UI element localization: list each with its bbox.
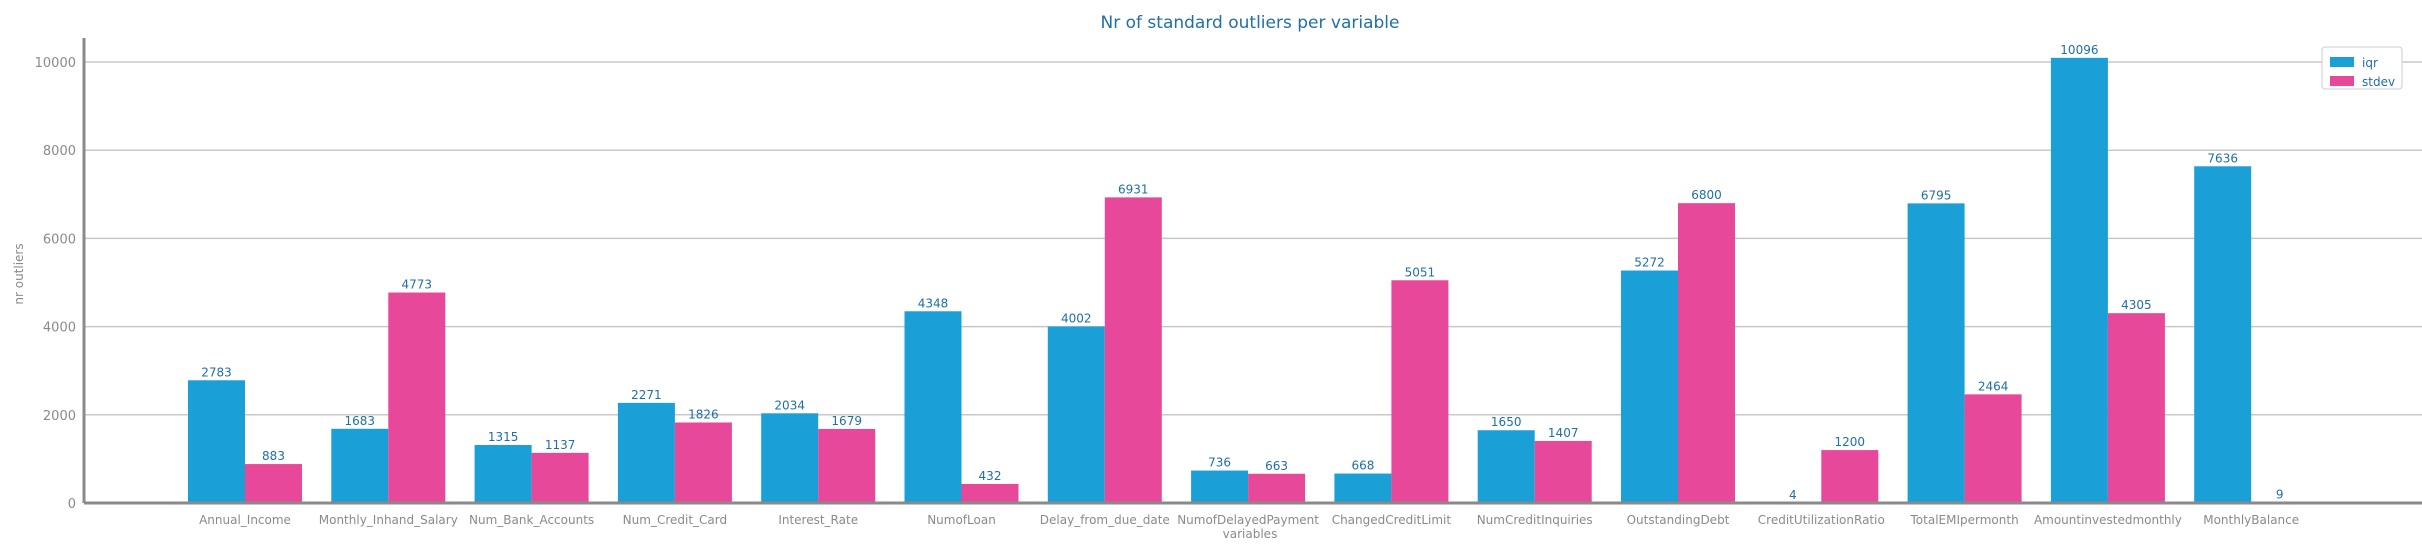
- y-tick-label: 8000: [43, 144, 76, 159]
- data-label-iqr: 4002: [1061, 312, 1092, 326]
- data-label-stdev: 6931: [1118, 182, 1149, 196]
- x-tick-label: ChangedCreditLimit: [1332, 513, 1452, 527]
- data-label-iqr: 668: [1351, 459, 1374, 473]
- data-label-iqr: 4: [1789, 488, 1797, 502]
- x-axis-label: variables: [1223, 527, 1278, 541]
- bar-stdev: [1678, 203, 1735, 503]
- x-tick-label: Num_Bank_Accounts: [469, 513, 594, 527]
- data-label-stdev: 1407: [1548, 426, 1579, 440]
- data-label-stdev: 6800: [1691, 188, 1722, 202]
- x-tick-label: Num_Credit_Card: [623, 513, 727, 527]
- chart-title: Nr of standard outliers per variable: [1101, 13, 1400, 33]
- legend-swatch-iqr: [2330, 57, 2354, 67]
- data-label-stdev: 883: [262, 449, 285, 463]
- bar-stdev: [962, 484, 1019, 503]
- bar-iqr: [331, 429, 388, 503]
- bar-iqr: [2051, 58, 2108, 503]
- bar-iqr: [475, 445, 532, 503]
- y-tick-label: 10000: [35, 56, 76, 71]
- data-label-iqr: 2034: [774, 398, 805, 412]
- x-tick-label: NumCreditInquiries: [1477, 513, 1593, 527]
- x-tick-label: Delay_from_due_date: [1040, 513, 1170, 527]
- bar-stdev: [1535, 441, 1592, 503]
- data-label-iqr: 2271: [631, 388, 662, 402]
- bar-stdev: [675, 422, 732, 503]
- bar-iqr: [1908, 203, 1965, 503]
- data-label-stdev: 5051: [1405, 265, 1436, 279]
- data-label-stdev: 432: [979, 469, 1002, 483]
- data-label-iqr: 4348: [918, 296, 949, 310]
- bar-iqr: [1478, 430, 1535, 503]
- bar-iqr: [1621, 271, 1678, 503]
- legend-swatch-stdev: [2330, 76, 2354, 86]
- data-label-iqr: 7636: [2207, 151, 2238, 165]
- legend-label-stdev: stdev: [2362, 75, 2395, 89]
- bar-iqr: [905, 311, 962, 503]
- data-label-stdev: 1137: [545, 438, 576, 452]
- legend-label-iqr: iqr: [2362, 56, 2378, 70]
- bar-stdev: [1821, 450, 1878, 503]
- data-label-iqr: 10096: [2060, 43, 2098, 57]
- data-label-iqr: 1650: [1491, 415, 1522, 429]
- bar-iqr: [1191, 471, 1248, 503]
- data-label-iqr: 2783: [201, 365, 232, 379]
- data-label-stdev: 9: [2276, 488, 2284, 502]
- bar-stdev: [1965, 394, 2022, 503]
- bar-iqr: [618, 403, 675, 503]
- x-tick-label: OutstandingDebt: [1627, 513, 1730, 527]
- data-label-iqr: 6795: [1921, 188, 1952, 202]
- legend[interactable]: iqr stdev: [2322, 47, 2402, 89]
- x-tick-label: Interest_Rate: [778, 513, 858, 527]
- y-axis-label: nr outliers: [12, 243, 26, 304]
- bar-iqr: [1334, 474, 1391, 503]
- bar-stdev: [818, 429, 875, 503]
- data-label-stdev: 4305: [2121, 298, 2152, 312]
- x-tick-label: NumofLoan: [927, 513, 996, 527]
- data-label-stdev: 4773: [402, 278, 433, 292]
- data-label-stdev: 663: [1265, 459, 1288, 473]
- x-tick-label: Annual_Income: [199, 513, 291, 527]
- bar-iqr: [188, 380, 245, 503]
- bar-iqr: [1048, 327, 1105, 503]
- x-tick-label: NumofDelayedPayment: [1177, 513, 1319, 527]
- y-tick-label: 0: [68, 497, 76, 512]
- bar-stdev: [1391, 280, 1448, 503]
- data-label-stdev: 1200: [1835, 435, 1866, 449]
- x-tick-label: CreditUtilizationRatio: [1758, 513, 1885, 527]
- data-label-iqr: 1683: [345, 414, 376, 428]
- bar-stdev: [2108, 313, 2165, 503]
- y-tick-label: 6000: [43, 232, 76, 247]
- data-label-iqr: 1315: [488, 430, 519, 444]
- bar-iqr: [2194, 166, 2251, 503]
- bar-stdev: [1248, 474, 1305, 503]
- bar-stdev: [388, 293, 445, 503]
- data-label-stdev: 1679: [831, 414, 862, 428]
- bar-iqr: [761, 413, 818, 503]
- bar-stdev: [1105, 197, 1162, 503]
- y-tick-label: 2000: [43, 409, 76, 424]
- bar-stdev: [532, 453, 589, 503]
- data-label-iqr: 5272: [1634, 256, 1665, 270]
- data-label-stdev: 1826: [688, 407, 719, 421]
- x-tick-label: Monthly_Inhand_Salary: [319, 513, 458, 527]
- data-label-iqr: 736: [1208, 456, 1231, 470]
- data-label-stdev: 2464: [1978, 379, 2009, 393]
- x-tick-label: TotalEMIpermonth: [1910, 513, 2019, 527]
- x-tick-label: Amountinvestedmonthly: [2034, 513, 2182, 527]
- y-tick-label: 4000: [43, 321, 76, 336]
- bar-stdev: [245, 464, 302, 503]
- x-tick-label: MonthlyBalance: [2203, 513, 2299, 527]
